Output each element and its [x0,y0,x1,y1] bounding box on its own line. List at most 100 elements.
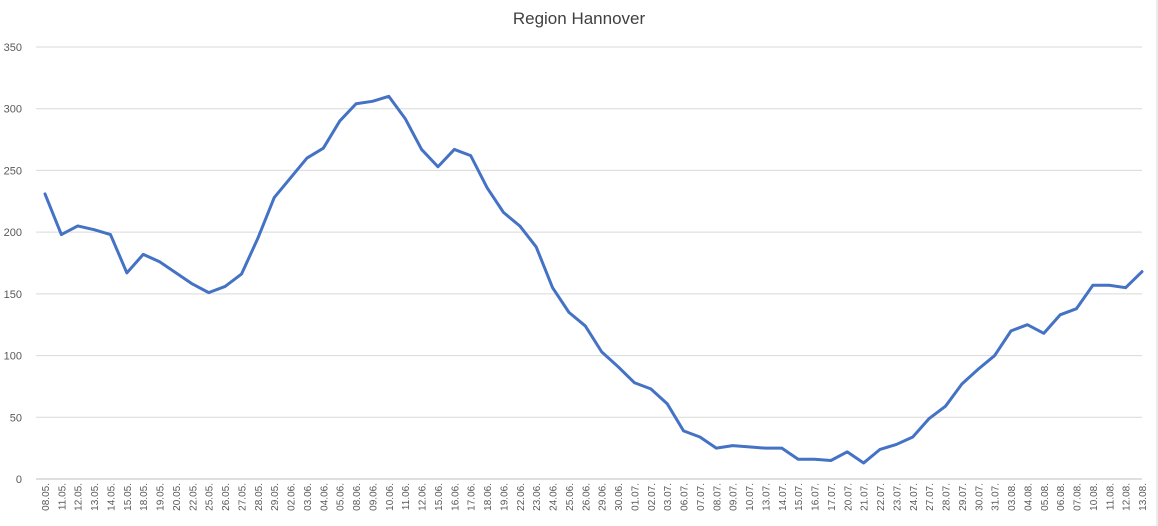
x-tick-label: 16.07. [811,483,822,511]
data-point [878,448,882,451]
data-point [862,461,865,465]
x-tick-label: 30.06. [614,483,625,511]
data-point [895,443,898,446]
data-point [436,165,440,168]
data-point [600,350,603,354]
data-point [76,224,79,228]
data-point [518,224,522,228]
data-point [1108,284,1111,287]
x-tick-label: 21.07. [860,483,871,511]
x-tick-label: 07.07. [696,483,707,511]
x-tick-label: 25.05. [205,483,216,511]
x-tick-label: 08.05. [41,483,52,511]
x-tick-label: 17.06. [467,483,478,511]
y-tick-label-350: 350 [4,42,22,54]
data-point [420,148,423,151]
data-point [682,429,685,433]
data-point [289,176,292,180]
data-point [354,102,358,105]
data-point [223,285,227,288]
data-point [207,291,210,294]
x-tick-label: 14.07. [778,483,789,511]
x-tick-label: 29.07. [958,483,969,511]
x-tick-label: 15.05. [123,483,134,511]
x-tick-label: 23.07. [892,483,903,511]
x-tick-label: 12.05. [74,483,85,511]
x-tick-label: 09.06. [368,483,379,511]
x-tick-label: 15.06. [434,483,445,511]
data-point [829,459,833,462]
y-tick-label-100: 100 [4,351,22,363]
x-tick-label: 18.05. [139,483,150,511]
x-tick-label: 13.08. [1138,483,1149,511]
data-point [43,192,47,196]
x-tick-label: 13.07. [761,483,772,511]
data-point [174,271,178,275]
x-tick-label: 13.05. [90,483,101,511]
x-tick-label: 20.07. [843,483,854,511]
data-point [551,286,554,289]
data-point [1042,332,1045,335]
x-tick-label: 22.05. [188,483,199,511]
data-point [1075,307,1078,310]
y-tick-label-250: 250 [4,165,22,177]
x-tick-label: 09.07. [729,483,740,511]
data-point [534,245,538,249]
x-tick-label: 23.06. [532,483,543,511]
x-tick-label: 29.06. [598,483,609,511]
data-point [240,272,243,276]
data-point [1091,284,1095,287]
data-point [125,271,129,275]
x-tick-label: 16.06. [450,483,461,511]
data-point [1026,323,1029,326]
x-tick-label: 27.05. [237,483,248,511]
data-point [92,228,96,231]
x-tick-label: 18.06. [483,483,494,511]
x-tick-label: 28.07. [942,483,953,511]
x-tick-label: 04.06. [319,483,330,511]
data-point [469,154,472,157]
data-point [780,446,783,450]
x-tick-label: 02.06. [287,483,298,511]
data-point [371,100,374,103]
data-point [109,233,112,236]
x-tick-label: 15.07. [794,483,805,511]
x-tick-label: 27.07. [925,483,936,511]
x-tick-label: 20.05. [172,483,183,511]
data-point [273,196,276,199]
x-tick-label: 26.05. [221,483,232,511]
x-tick-label: 11.06. [401,483,412,510]
data-point [846,450,849,454]
data-point [927,417,931,420]
x-tick-label: 05.08. [1040,483,1051,511]
data-point [1058,313,1062,317]
x-tick-label: 19.05. [156,483,167,511]
x-tick-label: 22.06. [516,483,527,511]
data-point [502,211,505,214]
x-tick-label: 03.07. [663,483,674,511]
data-point [1009,329,1013,333]
x-tick-label: 31.07. [991,483,1002,511]
data-point [665,402,669,405]
x-tick-label: 07.08. [1073,483,1084,511]
data-point [649,387,653,391]
data-point [911,435,914,439]
data-point [633,381,636,384]
data-point [1140,270,1144,273]
x-tick-label: 19.06. [499,483,510,511]
data-point [256,237,260,240]
x-tick-label: 08.07. [712,483,723,511]
y-tick-label-200: 200 [4,227,22,239]
x-tick-label: 01.07. [630,483,641,511]
y-tick-label-150: 150 [4,289,22,301]
y-tick-label-0: 0 [16,474,22,486]
data-point [731,444,734,447]
data-point [142,253,145,256]
x-tick-label: 12.08. [1122,483,1133,511]
data-point [698,435,702,439]
x-tick-label: 02.07. [647,483,658,511]
data-point [1124,286,1127,289]
data-point [616,365,620,368]
